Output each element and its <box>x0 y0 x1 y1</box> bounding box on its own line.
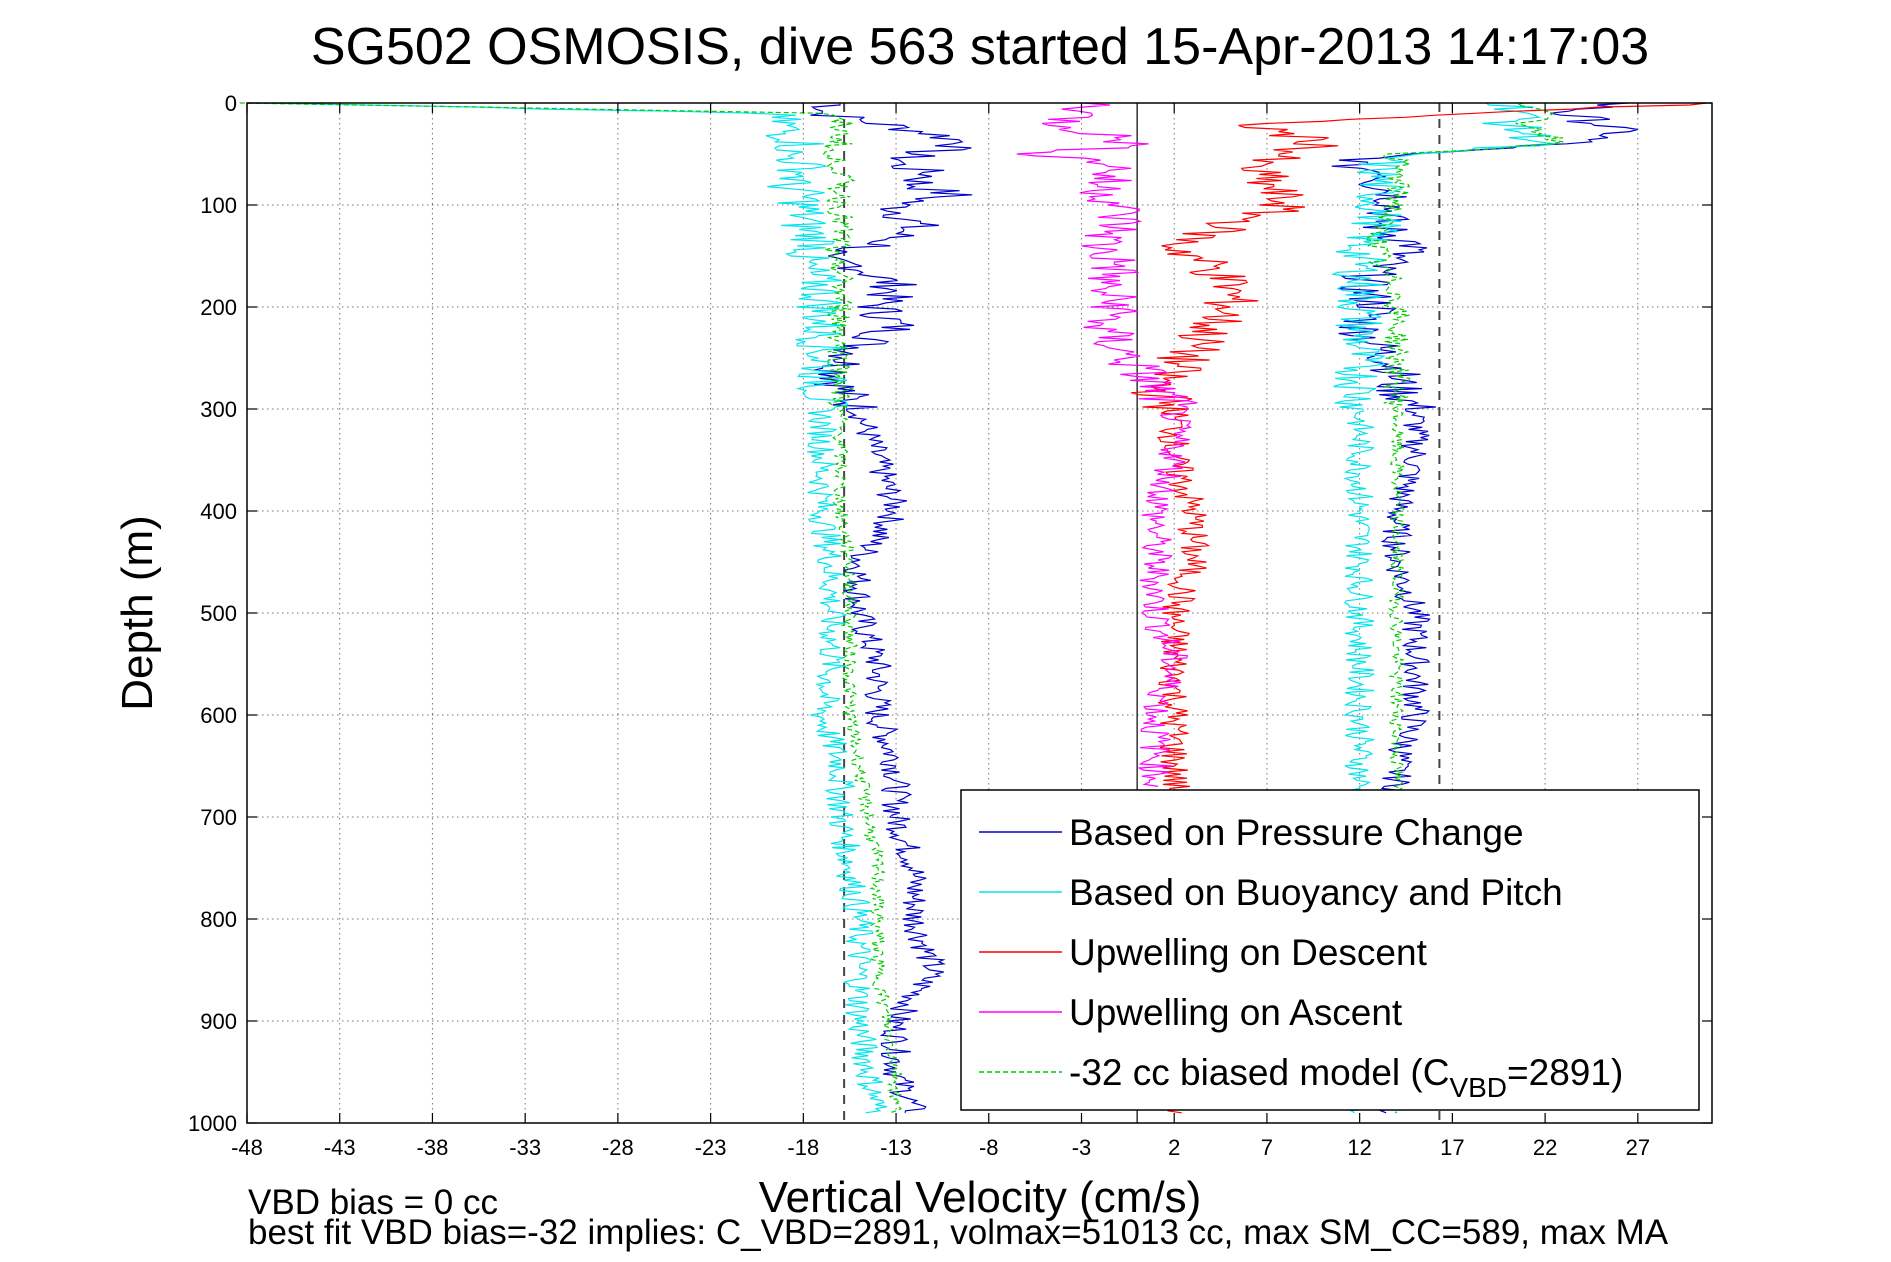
x-tick-label: -38 <box>417 1135 449 1160</box>
y-tick-label: 700 <box>200 805 237 830</box>
y-tick-label: 600 <box>200 703 237 728</box>
x-tick-label: -48 <box>231 1135 263 1160</box>
legend-label: Based on Pressure Change <box>1069 812 1524 853</box>
x-tick-label: -28 <box>602 1135 634 1160</box>
legend-label: Upwelling on Ascent <box>1069 992 1403 1033</box>
annotation-vbd-bias: VBD bias = 0 cc <box>248 1183 498 1222</box>
y-tick-label: 1000 <box>188 1111 237 1136</box>
x-tick-label: -3 <box>1072 1135 1092 1160</box>
x-tick-label: 12 <box>1347 1135 1371 1160</box>
legend-label: Based on Buoyancy and Pitch <box>1069 872 1563 913</box>
legend-label: Upwelling on Descent <box>1069 932 1428 973</box>
x-tick-label: 17 <box>1440 1135 1464 1160</box>
x-tick-label: 7 <box>1261 1135 1273 1160</box>
y-tick-label: 300 <box>200 397 237 422</box>
legend-box <box>960 789 1700 1111</box>
x-tick-label: -33 <box>509 1135 541 1160</box>
legend-label: -32 cc biased model (CVBD=2891) <box>1069 1052 1623 1103</box>
upwelling-on-ascent-line <box>1016 102 1198 787</box>
x-tick-label: -13 <box>880 1135 912 1160</box>
x-tick-label: 22 <box>1533 1135 1557 1160</box>
y-tick-label: 800 <box>200 907 237 932</box>
y-tick-label: 200 <box>200 295 237 320</box>
32-cc-biased-model-c-vbd-2891-descent-line <box>239 102 904 1114</box>
y-tick-label: 0 <box>225 91 237 116</box>
based-on-pressure-change-descent-line <box>810 102 973 1113</box>
x-tick-label: -18 <box>787 1135 819 1160</box>
x-tick-label: -8 <box>979 1135 999 1160</box>
annotation-best-fit: best fit VBD bias=-32 implies: C_VBD=289… <box>248 1213 1669 1252</box>
y-tick-label: 500 <box>200 601 237 626</box>
x-tick-label: -23 <box>695 1135 727 1160</box>
y-tick-label: 900 <box>200 1009 237 1034</box>
y-tick-label: 100 <box>200 193 237 218</box>
x-tick-label: -43 <box>324 1135 356 1160</box>
x-axis-label: Vertical Velocity (cm/s) <box>759 1173 1202 1222</box>
chart-title: SG502 OSMOSIS, dive 563 started 15-Apr-2… <box>311 18 1649 76</box>
ticks: -48 -43 -38 -33 -28 -23 -18 -13 -8 -3 2 7 12 17 22 2701… <box>188 91 1712 1160</box>
x-tick-label: 2 <box>1168 1135 1180 1160</box>
y-axis-label: Depth (m) <box>113 515 162 711</box>
legend: Based on Pressure Change Based on Buoyanc… <box>960 789 1700 1111</box>
based-on-buoyancy-and-pitch-descent-line <box>257 102 888 1114</box>
y-tick-label: 400 <box>200 499 237 524</box>
x-tick-label: 27 <box>1626 1135 1650 1160</box>
